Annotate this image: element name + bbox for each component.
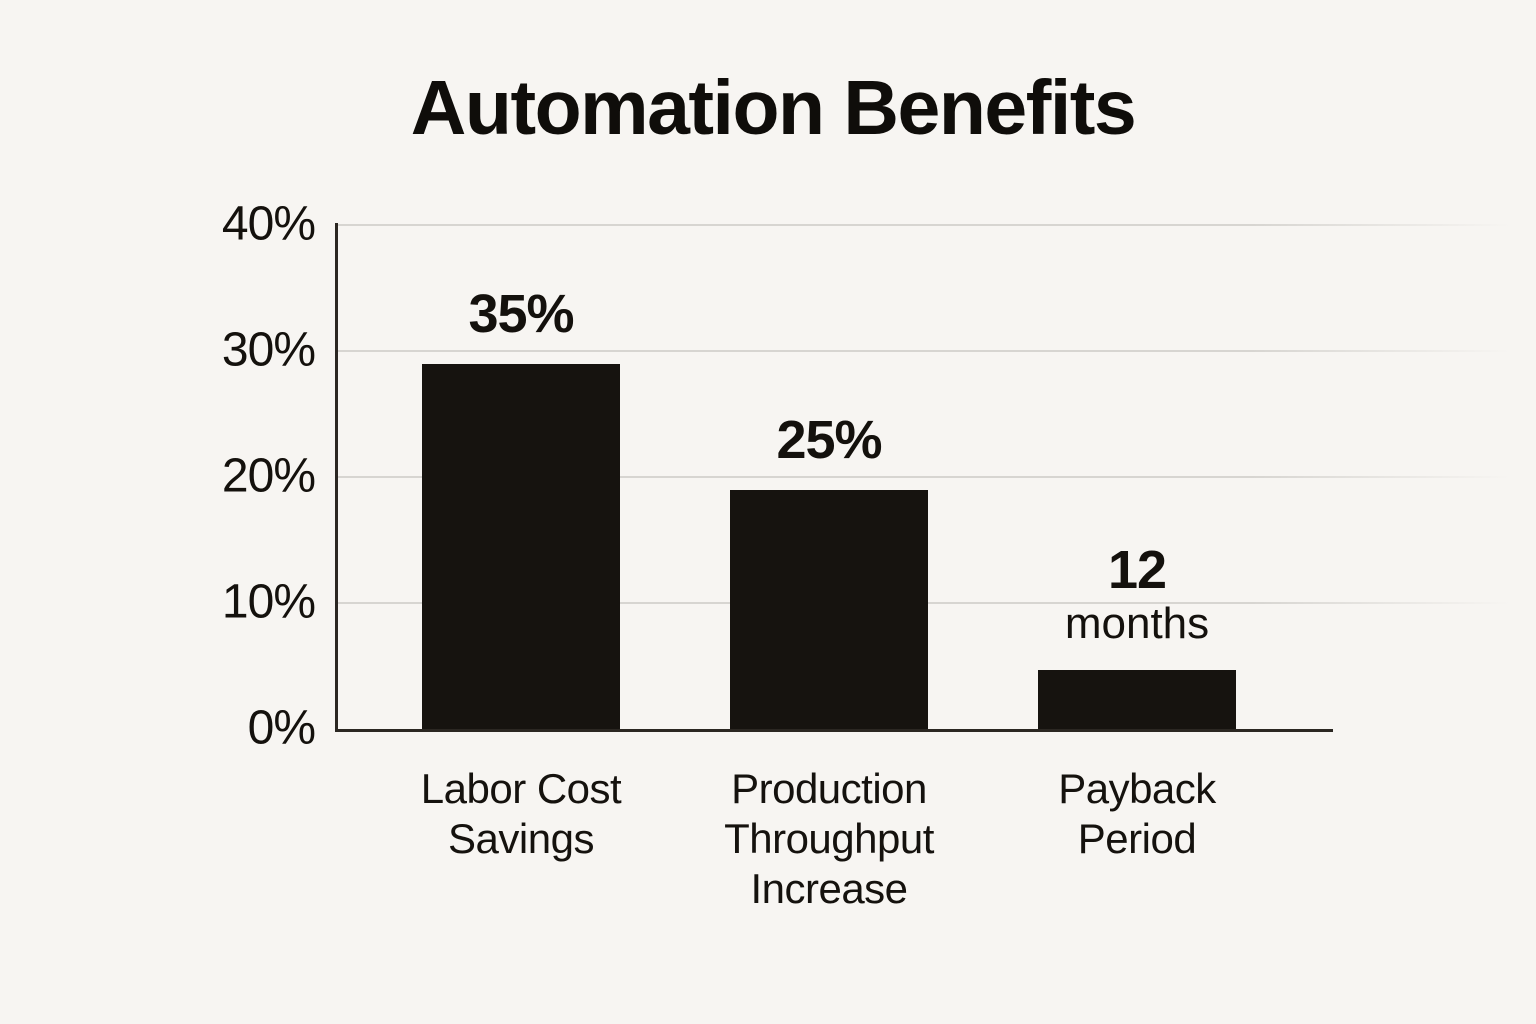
x-axis-label-line: Period — [1077, 815, 1197, 862]
x-axis-label-line: Throughput — [724, 815, 934, 862]
bar-production-throughput-increase — [730, 489, 928, 729]
bar-value-text: 35% — [468, 283, 574, 344]
x-axis-label-payback-period: Payback Period — [907, 764, 1367, 864]
bar-payback-period — [1038, 669, 1236, 729]
x-axis-label-line: Production — [731, 765, 927, 812]
x-axis-label-labor-cost-savings: Labor Cost Savings — [291, 764, 751, 864]
x-axis-label-line: Savings — [448, 815, 594, 862]
chart-title: Automation Benefits — [410, 65, 1137, 151]
bar-value-unit-text: months — [1064, 598, 1210, 648]
bar-value-label-payback-period: 12 months — [907, 541, 1367, 649]
y-tick-label-40pct: 40% — [221, 197, 316, 251]
x-axis-label-production-throughput-increase: Production Throughput Increase — [599, 764, 1059, 914]
x-axis-label-line: Increase — [750, 865, 908, 912]
bar-value-text: 12 — [1107, 539, 1167, 600]
y-tick-label-20pct: 20% — [221, 449, 316, 503]
bar-value-label-labor-cost-savings: 35% — [291, 285, 751, 343]
x-axis-label-line: Labor Cost — [420, 765, 622, 812]
y-tick-label-10pct: 10% — [221, 575, 316, 629]
y-tick-label-30pct: 30% — [221, 323, 316, 377]
bar-labor-cost-savings — [422, 363, 620, 729]
gridline-20pct — [337, 476, 1510, 478]
bar-value-text: 25% — [776, 409, 882, 470]
bar-value-label-production-throughput-increase: 25% — [599, 411, 1059, 469]
x-axis-label-line: Payback — [1058, 765, 1216, 812]
y-axis-line — [335, 223, 338, 732]
gridline-40pct — [337, 224, 1510, 226]
y-tick-label-0pct: 0% — [247, 701, 316, 755]
x-axis-line — [335, 729, 1333, 732]
gridline-30pct — [337, 350, 1510, 352]
